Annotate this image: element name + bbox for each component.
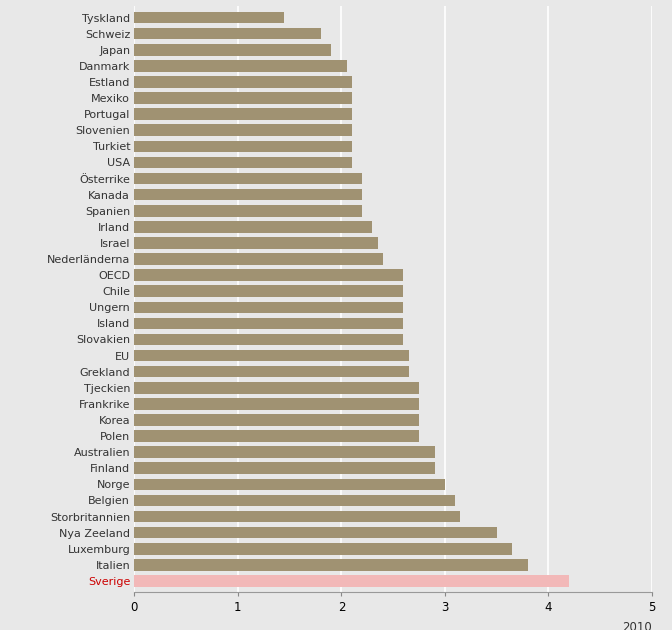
Bar — [134, 430, 419, 442]
Bar — [134, 28, 321, 40]
Bar — [134, 157, 351, 168]
Bar — [134, 366, 409, 377]
Bar — [134, 237, 378, 249]
Bar — [134, 575, 569, 587]
Bar — [134, 382, 419, 394]
Bar — [134, 495, 455, 507]
Bar — [134, 205, 362, 217]
Bar — [134, 125, 351, 136]
Bar — [134, 173, 362, 185]
Bar — [134, 350, 409, 362]
Bar — [134, 92, 351, 104]
Bar — [134, 253, 383, 265]
Bar — [134, 12, 284, 23]
Bar — [134, 334, 403, 345]
Bar — [134, 447, 435, 458]
Bar — [134, 108, 351, 120]
Bar — [134, 398, 419, 410]
Bar — [134, 189, 362, 200]
Bar — [134, 511, 460, 522]
Bar — [134, 318, 403, 329]
Bar — [134, 543, 512, 554]
Bar — [134, 285, 403, 297]
Text: 2010: 2010 — [622, 621, 652, 630]
Bar — [134, 221, 372, 232]
Bar — [134, 76, 351, 88]
Bar — [134, 140, 351, 152]
Bar — [134, 269, 403, 281]
Bar — [134, 60, 347, 72]
Bar — [134, 527, 497, 539]
Bar — [134, 559, 528, 571]
Bar — [134, 302, 403, 313]
Bar — [134, 462, 435, 474]
Bar — [134, 44, 331, 55]
Bar — [134, 479, 445, 490]
Bar — [134, 414, 419, 426]
